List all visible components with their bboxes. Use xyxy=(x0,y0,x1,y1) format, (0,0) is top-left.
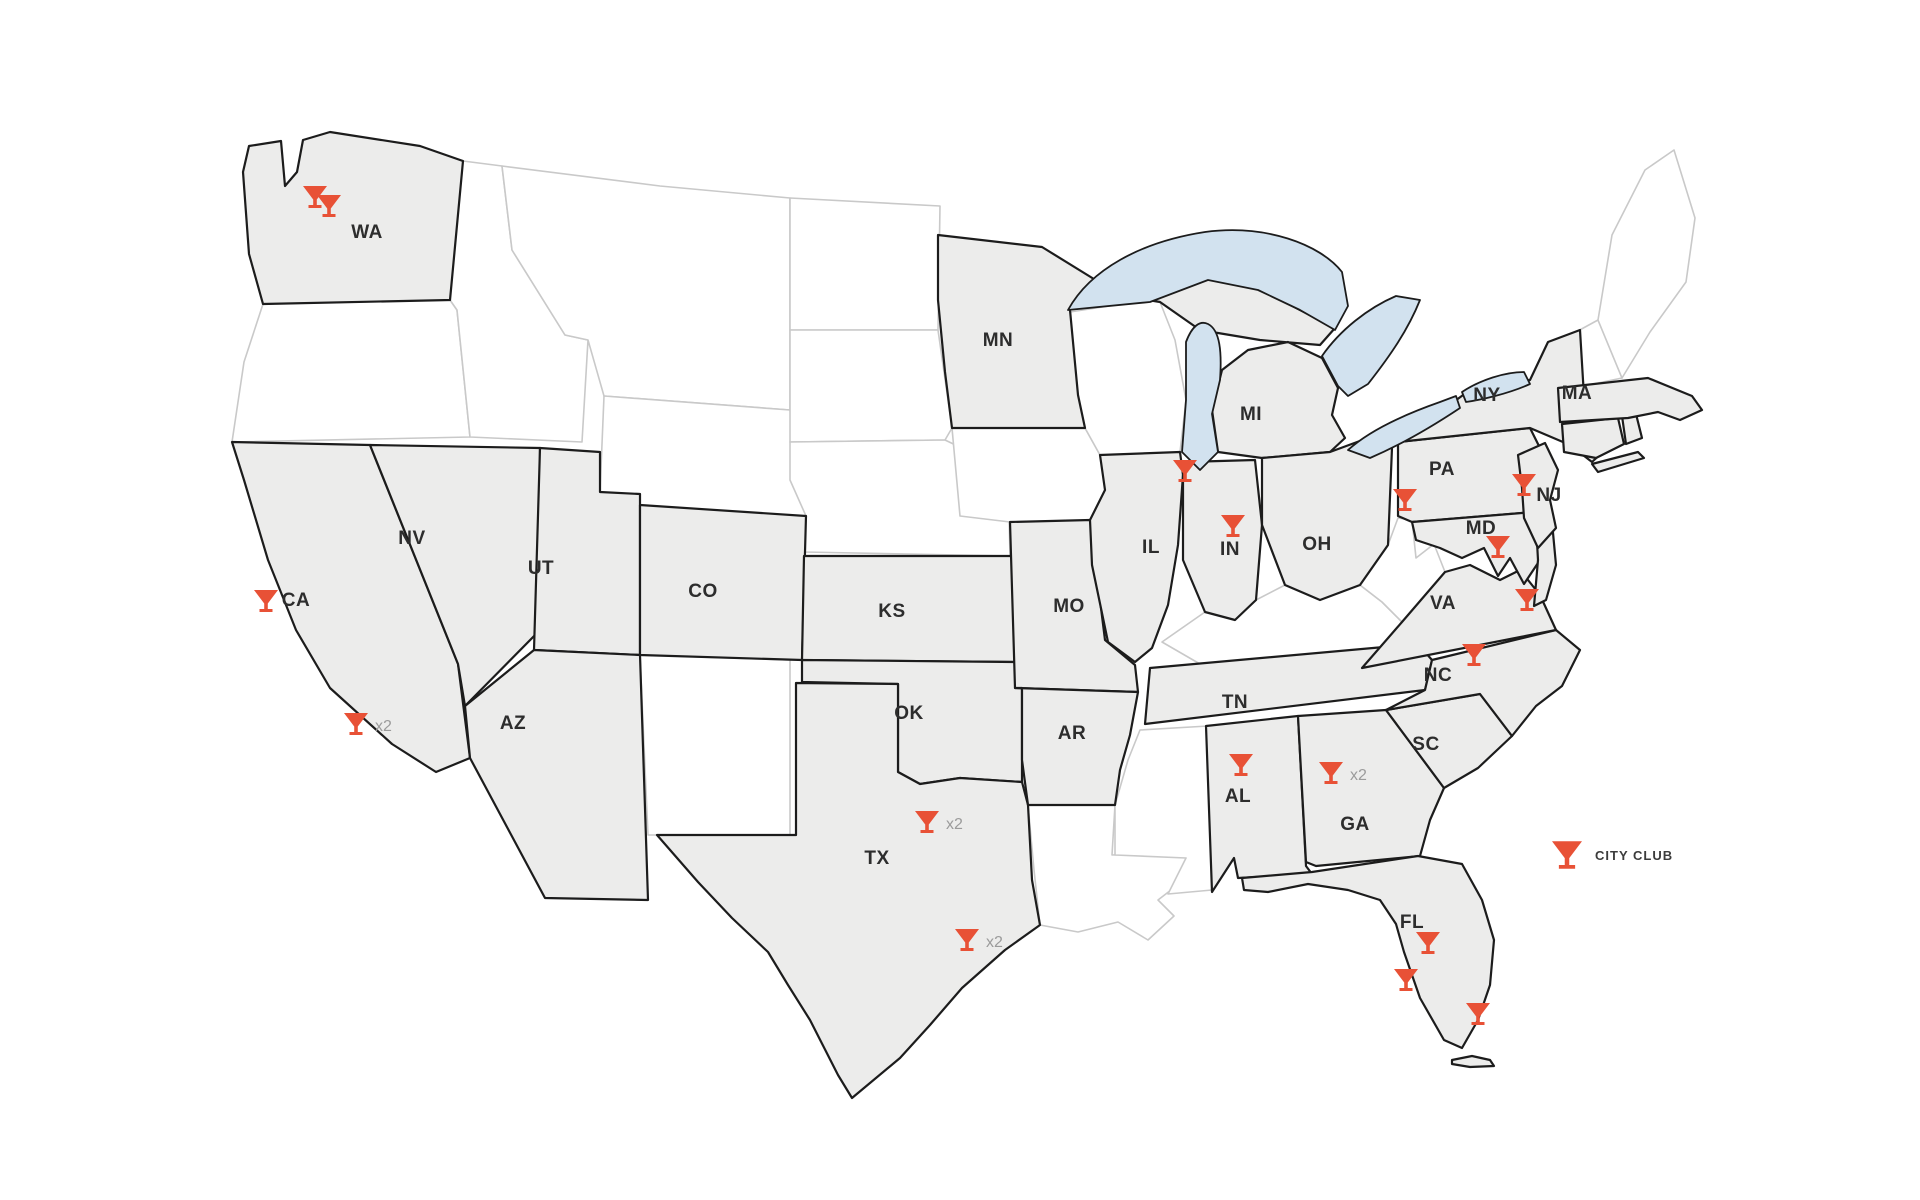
marker-multiplier-tx: x2 xyxy=(946,816,963,833)
great-lake-4 xyxy=(1347,395,1461,459)
state-label-mn: MN xyxy=(983,330,1014,351)
inactive-states-layer xyxy=(231,149,1696,941)
state-label-oh: OH xyxy=(1302,534,1332,555)
state-keys xyxy=(1450,1054,1496,1069)
state-label-sc: SC xyxy=(1412,734,1439,755)
state-label-in: IN xyxy=(1220,539,1240,560)
state-labels-layer: WA CA NV UT AZ CO KS OK TX MN MO AR IL IN MI OH TN AL GA SC… xyxy=(282,222,1593,933)
state-or xyxy=(231,299,471,443)
state-label-va: VA xyxy=(1430,593,1456,614)
state-tx xyxy=(655,681,1042,1100)
state-sd xyxy=(789,329,953,443)
state-li xyxy=(1590,450,1646,474)
marker-multiplier-tx: x2 xyxy=(986,934,1003,951)
active-states-layer xyxy=(230,130,1704,1100)
great-lake-5 xyxy=(1461,371,1531,403)
state-va xyxy=(1360,563,1558,670)
great-lake-3 xyxy=(1321,295,1421,397)
state-nj xyxy=(1516,441,1560,550)
state-ar xyxy=(1013,686,1140,807)
legend-martini-glass-icon xyxy=(1552,841,1582,869)
state-label-ar: AR xyxy=(1058,723,1086,744)
state-nv xyxy=(368,443,542,708)
state-label-co: CO xyxy=(688,581,718,602)
state-ct xyxy=(1560,416,1626,460)
state-label-tx: TX xyxy=(864,848,889,869)
state-label-al: AL xyxy=(1225,786,1251,807)
state-label-pa: PA xyxy=(1429,459,1455,480)
state-az xyxy=(463,648,650,902)
state-label-il: IL xyxy=(1142,537,1160,558)
markers-layer: x2 x2 x2 x2 xyxy=(254,186,1539,1025)
state-label-nc: NC xyxy=(1424,665,1452,686)
great-lake-1 xyxy=(1067,229,1349,331)
state-oh xyxy=(1260,436,1394,602)
state-label-ok: OK xyxy=(894,703,924,724)
state-fl xyxy=(1240,854,1496,1050)
city-club-marker-ca[interactable] xyxy=(254,590,278,612)
great-lake-2 xyxy=(1181,321,1222,471)
state-me xyxy=(1597,149,1696,379)
legend: CITY CLUB xyxy=(1552,841,1673,869)
state-label-ut: UT xyxy=(528,558,554,579)
state-label-ks: KS xyxy=(878,601,905,622)
state-label-nj: NJ xyxy=(1536,485,1561,506)
city-club-marker-ca[interactable] xyxy=(344,713,368,735)
state-co xyxy=(638,503,808,662)
state-nc xyxy=(1384,628,1582,738)
state-label-tn: TN xyxy=(1222,692,1248,713)
state-mn xyxy=(936,233,1104,430)
state-label-fl: FL xyxy=(1400,912,1424,933)
state-label-az: AZ xyxy=(500,713,526,734)
state-label-ny: NY xyxy=(1473,385,1500,406)
state-wa xyxy=(241,130,465,306)
marker-multiplier-ga: x2 xyxy=(1350,767,1367,784)
state-nd xyxy=(789,197,941,331)
state-nm xyxy=(639,654,791,836)
state-in xyxy=(1181,458,1264,622)
state-label-ca: CA xyxy=(282,590,310,611)
state-wi xyxy=(1069,299,1187,456)
great-lakes-layer xyxy=(1067,229,1531,471)
state-ma xyxy=(1556,376,1704,424)
state-label-mo: MO xyxy=(1053,596,1085,617)
state-label-wa: WA xyxy=(351,222,383,243)
state-ia xyxy=(951,427,1106,523)
marker-multiplier-ca: x2 xyxy=(375,718,392,735)
state-label-nv: NV xyxy=(398,528,425,549)
state-label-ma: MA xyxy=(1562,383,1593,404)
state-al xyxy=(1204,714,1314,894)
state-label-md: MD xyxy=(1466,518,1497,539)
legend-label: CITY CLUB xyxy=(1595,848,1673,863)
state-label-ga: GA xyxy=(1340,814,1370,835)
state-label-mi: MI xyxy=(1240,404,1262,425)
